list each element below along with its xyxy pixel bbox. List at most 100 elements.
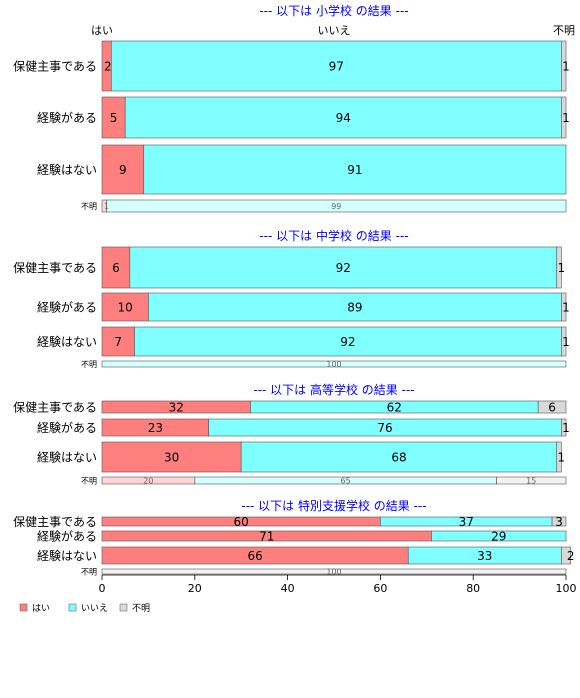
bar-segment-いいえ <box>124 96 562 139</box>
row-label: 経験がある <box>37 420 97 435</box>
row-label: 保健主事である <box>13 59 97 73</box>
row-label: 不明 <box>81 202 97 211</box>
data-label: 100 <box>326 360 341 369</box>
x-tick-label: 80 <box>466 582 480 595</box>
data-label: 100 <box>326 567 341 576</box>
data-label: 76 <box>377 421 392 435</box>
data-label: 1 <box>562 111 570 125</box>
row-label: 不明 <box>81 476 97 485</box>
data-label: 2 <box>104 59 112 73</box>
data-label: 65 <box>341 476 351 485</box>
row-label: 経験はない <box>37 449 97 464</box>
bar-segment-不明 <box>537 400 567 414</box>
bar-segment-不明 <box>556 246 562 289</box>
data-label: 7 <box>114 335 122 349</box>
bar-segment-不明 <box>551 516 567 527</box>
panel-title: --- 以下は 特別支援学校 の結果 --- <box>241 498 426 513</box>
panel-title: --- 以下は 小学校 の結果 --- <box>259 3 408 18</box>
data-label: 94 <box>336 111 351 125</box>
x-tick-label: 0 <box>99 582 106 595</box>
data-label: 1 <box>558 450 566 464</box>
x-tick-label: 40 <box>281 582 295 595</box>
data-label: 6 <box>548 400 556 414</box>
data-label: 1 <box>558 261 566 275</box>
bar-segment-不明 <box>561 40 567 92</box>
data-label: 23 <box>148 421 163 435</box>
bar-segment-はい <box>101 246 131 289</box>
data-label: 37 <box>459 515 474 529</box>
data-label: 30 <box>164 450 179 464</box>
data-label: 91 <box>347 163 362 177</box>
data-label: 33 <box>477 549 492 563</box>
data-label: 68 <box>391 450 406 464</box>
row-label: 経験はない <box>37 162 97 177</box>
data-label: 6 <box>112 261 120 275</box>
legend-swatch <box>68 603 77 612</box>
data-label: 3 <box>555 515 563 529</box>
bar-segment-いいえ <box>106 199 567 213</box>
top-axis-label: はい <box>91 24 113 37</box>
data-label: 1 <box>562 335 570 349</box>
bar-segment-不明 <box>561 326 567 357</box>
data-label: 1 <box>562 59 570 73</box>
data-label: 5 <box>110 111 118 125</box>
bar-segment-いいえ <box>101 360 567 368</box>
bar-segment-いいえ <box>148 292 562 322</box>
row-label: 経験はない <box>37 548 97 563</box>
top-axis-label: 不明 <box>553 24 575 37</box>
bar-segment-いいえ <box>129 246 558 289</box>
data-label: 60 <box>234 515 249 529</box>
bar-segment-いいえ <box>134 326 562 357</box>
row-label: 経験がある <box>37 299 97 314</box>
bar-segment-不明 <box>561 292 567 322</box>
panel-title: --- 以下は 中学校 の結果 --- <box>259 228 408 243</box>
bar-segment-不明 <box>496 476 567 485</box>
x-tick-label: 20 <box>188 582 202 595</box>
data-label: 1 <box>562 300 570 314</box>
bar-segment-いいえ <box>143 144 567 195</box>
data-label: 92 <box>340 335 355 349</box>
top-axis-label: いいえ <box>318 24 351 37</box>
legend-label: はい <box>32 603 50 614</box>
legend-swatch <box>19 603 28 612</box>
bar-segment-不明 <box>101 568 567 575</box>
row-label: 保健主事である <box>13 400 97 414</box>
bar-segment-不明 <box>561 418 567 437</box>
bar-segment-不明 <box>556 441 562 473</box>
bar-segment-はい <box>101 326 135 357</box>
panel-title: --- 以下は 高等学校 の結果 --- <box>253 382 414 397</box>
data-label: 15 <box>526 476 536 485</box>
data-label: 97 <box>329 59 344 73</box>
data-label: 71 <box>259 529 274 543</box>
bar-segment-不明 <box>561 546 571 565</box>
legend-swatch <box>119 603 128 612</box>
bar-segment-不明 <box>561 96 567 139</box>
row-label: 経験がある <box>37 110 97 125</box>
data-label: 66 <box>247 549 262 563</box>
x-tick-label: 60 <box>373 582 387 595</box>
row-label: 保健主事である <box>13 515 97 529</box>
data-label: 92 <box>336 261 351 275</box>
legend-label: 不明 <box>132 603 150 614</box>
x-tick-label: 100 <box>556 582 577 595</box>
data-label: 20 <box>143 476 153 485</box>
data-label: 10 <box>118 300 133 314</box>
data-label: 9 <box>119 163 127 177</box>
bar-segment-はい <box>101 441 242 473</box>
data-label: 32 <box>169 400 184 414</box>
data-label: 99 <box>331 202 341 211</box>
row-label: 不明 <box>81 360 97 369</box>
data-label: 62 <box>387 400 402 414</box>
bar-segment-はい <box>101 292 149 322</box>
row-label: 経験はない <box>37 334 97 349</box>
bar-segment-いいえ <box>431 530 567 542</box>
data-label: 89 <box>347 300 362 314</box>
legend-label: いいえ <box>81 603 108 614</box>
row-label: 不明 <box>81 567 97 576</box>
data-label: 2 <box>567 549 575 563</box>
row-label: 保健主事である <box>13 261 97 275</box>
data-label: 29 <box>491 529 506 543</box>
row-label: 経験がある <box>37 528 97 543</box>
